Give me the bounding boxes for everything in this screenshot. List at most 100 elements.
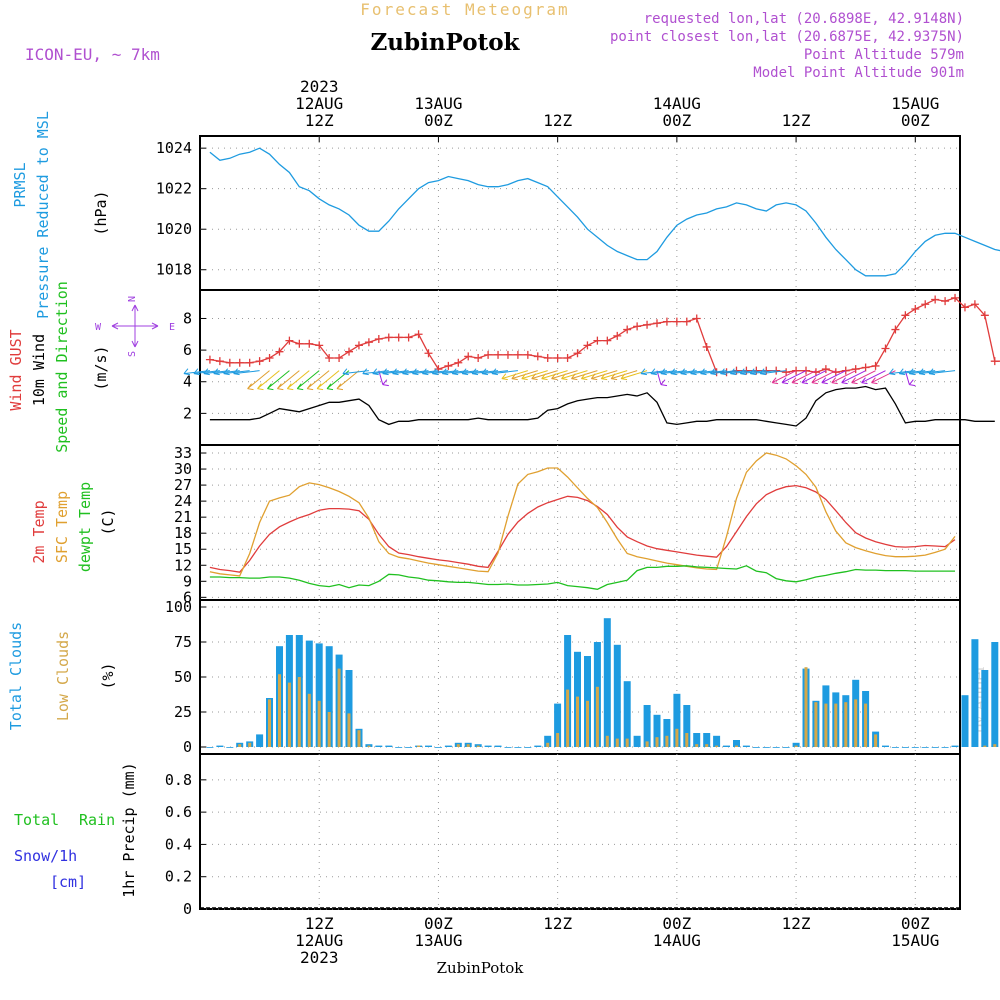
low-cloud-bar: [705, 744, 709, 747]
bottom-axis-label: 12Z: [782, 914, 811, 933]
total-cloud-bar: [554, 703, 562, 747]
total-cloud-bar: [772, 747, 780, 748]
low-cloud-bar: [367, 745, 371, 747]
wind-tick-label: 2: [183, 404, 192, 422]
wind-direction-arrow: [247, 370, 270, 391]
wind-direction-arrow: [481, 368, 509, 376]
wind-direction-arrow: [851, 370, 876, 385]
gust-point: [692, 314, 701, 323]
low-cloud-bar: [278, 674, 281, 747]
pressure-frame: [199, 135, 961, 291]
total-cloud-bar: [603, 618, 611, 747]
gust-point: [364, 338, 373, 347]
total-cloud-bar: [733, 740, 740, 747]
top-axis-label: 00Z: [662, 111, 691, 130]
total-cloud-bar: [206, 747, 214, 748]
wind-speed-direction-label: Speed and Direction: [53, 281, 71, 453]
gust-point: [941, 297, 950, 306]
total-cloud-bar: [713, 735, 721, 747]
gust-point: [285, 336, 294, 345]
gust-point: [960, 303, 969, 312]
wind-direction-arrow: [316, 370, 340, 391]
temperature-tick-label: 6: [183, 588, 192, 606]
low-cloud-bar: [685, 733, 689, 747]
low-cloud-bar: [307, 693, 311, 747]
gust-point: [593, 336, 602, 345]
gust-point: [354, 341, 363, 350]
total-cloud-bar: [494, 745, 502, 747]
wind-direction-arrow: [223, 368, 250, 376]
gust-point: [215, 357, 224, 366]
temp-2m-label: 2m Temp: [30, 500, 48, 563]
wind-direction-arrow: [257, 370, 280, 391]
total-cloud-bar: [891, 747, 899, 748]
low-cloud-bar: [675, 728, 679, 747]
total-cloud-bar: [216, 745, 224, 747]
temperature-tick-label: 33: [174, 444, 192, 462]
wind-direction-arrow: [749, 368, 777, 376]
compass-south: S: [127, 351, 138, 357]
gust-point: [374, 335, 383, 344]
low-clouds-label: Low Clouds: [54, 631, 72, 721]
gust-point: [275, 347, 284, 356]
point-altitude: Point Altitude 579m: [804, 47, 964, 63]
wind-direction-arrow: [821, 370, 846, 385]
total-cloud-bar: [663, 719, 671, 747]
temperature-tick-label: 27: [174, 476, 192, 494]
top-axis-label: 12Z: [543, 111, 572, 130]
pressure-tick-label: 1020: [156, 220, 192, 238]
low-cloud-bar: [645, 741, 649, 747]
gust-point: [315, 341, 324, 350]
gust-point: [245, 358, 254, 367]
pressure-labels: PRMSL Pressure Reduced to MSL (hPa): [11, 111, 110, 319]
top-axis-label: 00Z: [424, 111, 453, 130]
gust-point: [255, 357, 264, 366]
precip-labels: Total Rain Snow/1h [cm] 1hr Precip (mm): [14, 762, 138, 897]
low-cloud-bar: [476, 745, 480, 747]
wind-direction-arrow: [791, 370, 817, 385]
gust-point: [484, 350, 493, 359]
precip-total-label: Total: [14, 811, 59, 829]
bottom-axis-label: 00Z: [424, 914, 453, 933]
top-axis-label: 00Z: [901, 111, 930, 130]
gust-point: [623, 325, 632, 334]
wind-unit: (m/s): [92, 345, 110, 390]
low-cloud-bar: [456, 744, 460, 747]
wind-direction-arrow: [306, 370, 330, 391]
precipitation-tick-label: 0.2: [165, 868, 192, 886]
total-cloud-bar: [991, 642, 999, 747]
precipitation-tick-label: 0.4: [165, 835, 192, 853]
total-cloud-bar: [385, 745, 393, 747]
low-cloud-bar: [357, 730, 361, 747]
low-cloud-bar: [655, 737, 659, 747]
total-cloud-bar: [484, 745, 492, 747]
low-cloud-bar: [595, 686, 599, 747]
top-axis-label: 13AUG: [414, 94, 462, 113]
gust-point: [295, 339, 304, 348]
gust-point: [523, 350, 532, 359]
gust-point: [325, 354, 334, 363]
total-cloud-bar: [971, 639, 979, 747]
total-cloud-bar: [325, 646, 333, 747]
wind-direction-arrow: [286, 370, 310, 391]
low-cloud-bar: [337, 668, 341, 747]
low-cloud-bar: [546, 742, 550, 747]
total-cloud-bar: [613, 644, 621, 747]
bottom-axis-label: 00Z: [662, 914, 691, 933]
total-cloud-bar: [742, 745, 750, 747]
low-cloud-bar: [586, 700, 589, 747]
wind-direction-arrow: [759, 368, 787, 376]
total-cloud-bar: [961, 695, 969, 747]
gust-point: [633, 322, 642, 331]
gust-point: [672, 317, 681, 326]
gust-point: [553, 354, 562, 363]
total-cloud-bar: [623, 681, 631, 747]
gust-point: [980, 311, 989, 320]
compass-east: E: [169, 322, 175, 333]
top-axis-label: 12Z: [782, 111, 811, 130]
wind-labels: Wind GUST 10m Wind Speed and Direction (…: [7, 281, 110, 453]
bottom-axis-label: 14AUG: [653, 931, 701, 950]
wind-direction-arrow: [871, 370, 896, 385]
wind-direction-arrow: [918, 368, 946, 376]
